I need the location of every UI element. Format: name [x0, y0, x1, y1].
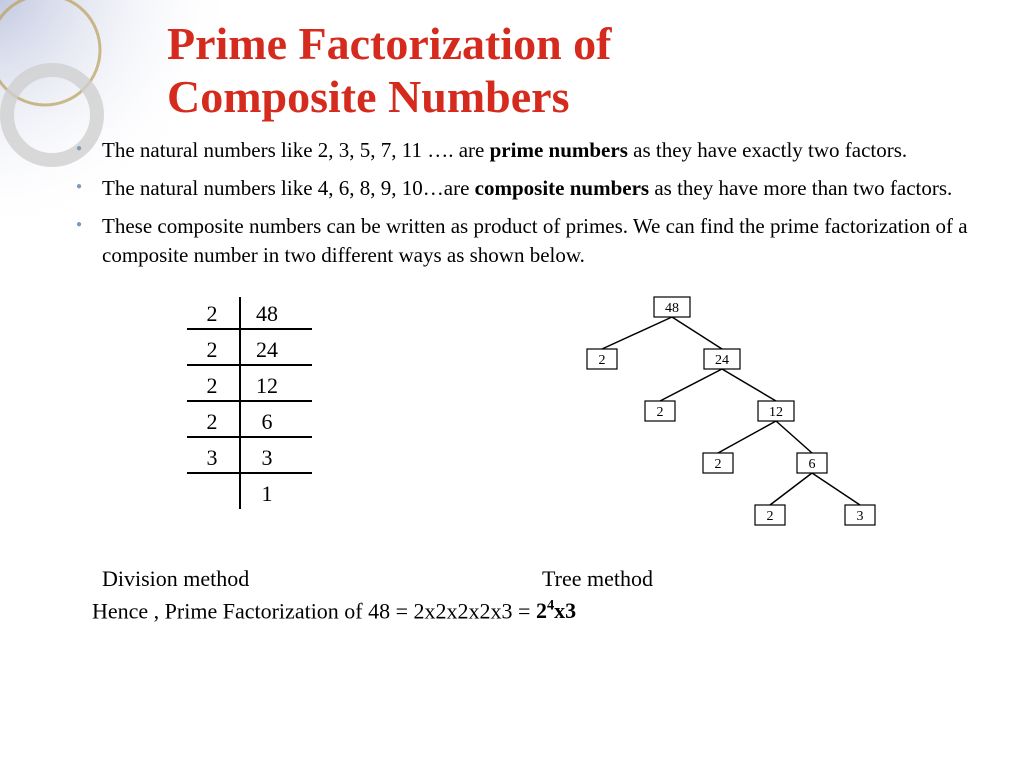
svg-text:2: 2 — [657, 405, 664, 420]
bullet-2-pre: The natural numbers like 4, 6, 8, 9, 10…… — [102, 176, 475, 200]
bullet-2: The natural numbers like 4, 6, 8, 9, 10…… — [72, 174, 974, 202]
svg-text:48: 48 — [665, 301, 679, 316]
svg-text:2: 2 — [599, 353, 606, 368]
svg-text:2: 2 — [207, 337, 218, 362]
bullet-3-text: These composite numbers can be written a… — [102, 214, 968, 266]
svg-text:2: 2 — [715, 457, 722, 472]
tree-label: Tree method — [542, 566, 942, 592]
bullet-1: The natural numbers like 2, 3, 5, 7, 11 … — [72, 136, 974, 164]
svg-text:2: 2 — [767, 509, 774, 524]
svg-text:24: 24 — [256, 337, 278, 362]
svg-text:3: 3 — [262, 445, 273, 470]
bullet-2-post: as they have more than two factors. — [649, 176, 952, 200]
slide-title: Prime Factorization of Composite Numbers — [167, 18, 974, 124]
conclusion: Hence , Prime Factorization of 48 = 2x2x… — [92, 598, 974, 624]
bullet-3: These composite numbers can be written a… — [72, 212, 974, 269]
division-method-diagram: 2 48 2 24 2 12 2 6 3 3 1 — [132, 289, 452, 554]
bullet-1-post: as they have exactly two factors. — [628, 138, 907, 162]
tree-method-diagram: 48 2 24 2 12 2 6 2 3 — [492, 289, 912, 554]
bullet-2-bold: composite numbers — [475, 176, 649, 200]
method-labels: Division method Tree method — [102, 566, 974, 592]
svg-text:1: 1 — [262, 481, 273, 506]
svg-text:48: 48 — [256, 301, 278, 326]
svg-text:24: 24 — [715, 353, 729, 368]
svg-text:3: 3 — [207, 445, 218, 470]
svg-text:2: 2 — [207, 373, 218, 398]
svg-text:12: 12 — [256, 373, 278, 398]
conclusion-result: 24x3 — [536, 598, 576, 623]
division-label: Division method — [102, 566, 542, 592]
svg-text:6: 6 — [262, 409, 273, 434]
title-line-1: Prime Factorization of — [167, 18, 611, 69]
svg-text:6: 6 — [809, 457, 816, 472]
slide: Prime Factorization of Composite Numbers… — [0, 0, 1024, 624]
methods-row: 2 48 2 24 2 12 2 6 3 3 1 48 2 24 2 12 2 6 2 3 — [132, 289, 974, 554]
svg-text:12: 12 — [769, 405, 783, 420]
svg-text:2: 2 — [207, 301, 218, 326]
svg-text:3: 3 — [857, 509, 864, 524]
conclusion-text: Hence , Prime Factorization of 48 = 2x2x… — [92, 598, 536, 623]
bullet-1-bold: prime numbers — [490, 138, 628, 162]
svg-text:2: 2 — [207, 409, 218, 434]
title-line-2: Composite Numbers — [167, 71, 569, 122]
bullet-1-pre: The natural numbers like 2, 3, 5, 7, 11 … — [102, 138, 490, 162]
bullet-list: The natural numbers like 2, 3, 5, 7, 11 … — [72, 136, 974, 269]
